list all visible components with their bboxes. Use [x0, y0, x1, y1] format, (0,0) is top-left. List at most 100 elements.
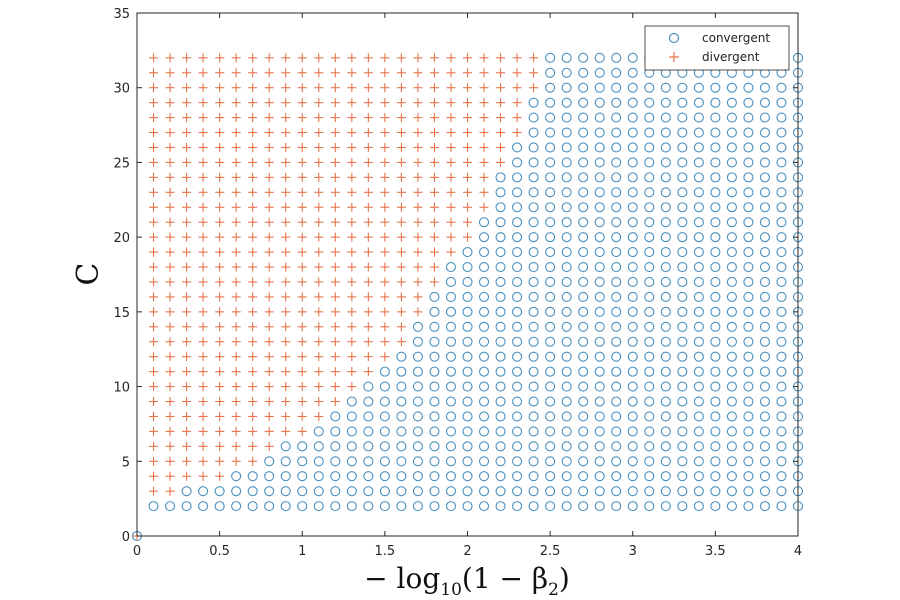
convergent-point	[611, 381, 622, 392]
convergent-point	[743, 247, 754, 258]
convergent-point	[264, 486, 275, 497]
convergent-point	[660, 97, 671, 108]
convergent-point	[231, 486, 242, 497]
convergent-point	[627, 381, 638, 392]
convergent-point	[445, 366, 457, 377]
divergent-point	[231, 157, 241, 167]
convergent-point	[726, 187, 737, 198]
convergent-point	[660, 366, 671, 377]
convergent-point	[693, 82, 704, 93]
divergent-point	[215, 262, 225, 272]
convergent-point	[726, 396, 737, 407]
convergent-point	[396, 501, 407, 512]
convergent-point	[429, 411, 440, 422]
divergent-point	[512, 68, 522, 78]
convergent-point	[677, 112, 688, 123]
divergent-point	[248, 441, 258, 451]
convergent-point	[611, 351, 622, 362]
divergent-point	[396, 292, 406, 302]
convergent-point	[561, 202, 572, 213]
divergent-point	[413, 113, 423, 123]
convergent-point	[611, 232, 622, 243]
convergent-point	[759, 381, 771, 392]
divergent-point	[363, 322, 373, 332]
convergent-point	[578, 291, 589, 302]
divergent-point	[413, 262, 423, 272]
convergent-point	[627, 261, 638, 273]
convergent-point	[330, 426, 341, 437]
divergent-point	[396, 68, 406, 78]
divergent-point	[363, 157, 373, 167]
divergent-point	[198, 382, 208, 392]
divergent-point	[314, 232, 324, 242]
convergent-point	[528, 276, 539, 288]
divergent-point	[314, 68, 324, 78]
convergent-point	[181, 486, 192, 497]
convergent-point	[478, 441, 490, 452]
divergent-point	[330, 98, 340, 108]
divergent-point	[330, 68, 340, 78]
convergent-point	[743, 456, 754, 467]
convergent-point	[611, 172, 622, 183]
divergent-point	[429, 142, 439, 152]
divergent-point	[281, 53, 291, 63]
divergent-point	[479, 142, 489, 152]
convergent-point	[264, 471, 275, 482]
convergent-point	[445, 471, 457, 482]
divergent-point	[198, 232, 208, 242]
convergent-point	[743, 396, 754, 407]
convergent-point	[478, 456, 490, 467]
convergent-point	[578, 471, 589, 482]
convergent-point	[710, 142, 721, 153]
divergent-point	[347, 277, 357, 287]
convergent-point	[578, 366, 589, 377]
convergent-point	[627, 232, 638, 243]
divergent-point	[330, 157, 340, 167]
convergent-point	[644, 471, 655, 482]
convergent-point	[578, 276, 589, 288]
convergent-point	[578, 381, 589, 392]
divergent-point	[215, 337, 225, 347]
y-tick-label: 5	[122, 455, 130, 470]
convergent-point	[412, 441, 423, 452]
divergent-point	[314, 217, 324, 227]
divergent-point	[330, 128, 340, 138]
divergent-point	[264, 337, 274, 347]
convergent-point	[611, 157, 622, 168]
convergent-point	[726, 247, 737, 258]
convergent-point	[759, 336, 771, 347]
divergent-point	[396, 53, 406, 63]
divergent-point	[363, 202, 373, 212]
convergent-point	[495, 381, 506, 392]
divergent-point	[182, 441, 192, 451]
divergent-point	[413, 157, 423, 167]
convergent-point	[495, 351, 506, 362]
convergent-point	[644, 501, 655, 512]
divergent-point	[330, 83, 340, 93]
convergent-point	[627, 486, 638, 497]
divergent-point	[314, 411, 324, 421]
convergent-point	[512, 366, 523, 377]
convergent-point	[379, 501, 390, 512]
convergent-point	[346, 396, 357, 407]
divergent-point	[429, 128, 439, 138]
convergent-point	[759, 291, 771, 302]
divergent-point	[248, 262, 258, 272]
divergent-point	[198, 397, 208, 407]
divergent-point	[198, 187, 208, 197]
convergent-point	[627, 142, 638, 153]
convergent-point	[660, 411, 671, 422]
divergent-point	[215, 322, 225, 332]
convergent-point	[264, 501, 275, 512]
divergent-point	[248, 352, 258, 362]
convergent-point	[776, 276, 787, 288]
divergent-point	[347, 337, 357, 347]
convergent-point	[594, 381, 605, 392]
divergent-point	[264, 68, 274, 78]
convergent-point	[759, 276, 771, 288]
convergent-point	[578, 67, 589, 78]
convergent-point	[710, 306, 721, 317]
divergent-point	[182, 337, 192, 347]
convergent-point	[611, 411, 622, 422]
convergent-point	[660, 247, 671, 258]
